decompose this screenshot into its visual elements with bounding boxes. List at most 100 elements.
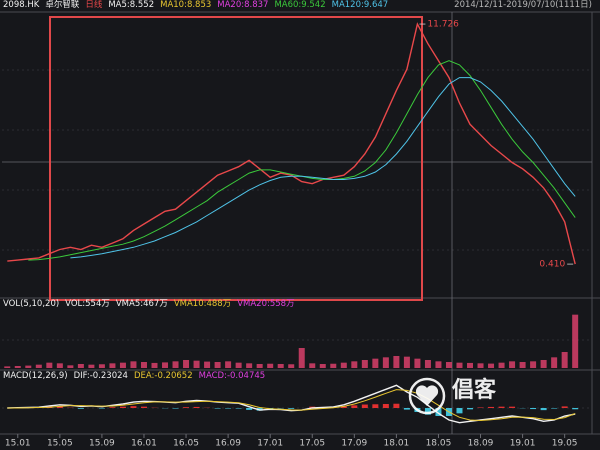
macd-bar — [214, 408, 221, 409]
volume-bar — [162, 362, 169, 368]
volume-bar — [4, 366, 11, 368]
volume-bar — [414, 358, 421, 368]
macd-bar — [225, 408, 232, 409]
x-tick-label: 16.01 — [131, 439, 157, 449]
macd-bar — [530, 408, 537, 410]
x-tick-label: 16.05 — [173, 439, 199, 449]
macd-bar — [509, 406, 516, 408]
volume-bar — [319, 364, 326, 368]
macd-bar — [172, 408, 179, 409]
annotation: 0.410 — [539, 260, 565, 270]
macd-bar — [246, 408, 253, 410]
volume-bar — [551, 357, 558, 368]
macd-bar — [572, 408, 579, 410]
macd-bar — [193, 406, 200, 408]
x-tick-label: 15.01 — [5, 439, 31, 449]
macd-bar — [119, 406, 126, 408]
volume-bar — [204, 361, 211, 368]
volume-bar — [351, 361, 358, 368]
x-tick-label: 18.05 — [426, 439, 452, 449]
volume-bar — [88, 364, 95, 368]
x-tick-label: 19.05 — [552, 439, 578, 449]
legend-entry: DIF:-0.23024 — [73, 371, 128, 381]
volume-bar — [498, 362, 505, 368]
volume-bar — [35, 364, 42, 368]
volume-bar — [424, 360, 431, 368]
x-tick-label: 18.09 — [468, 439, 494, 449]
volume-title: VOL(5,10,20) — [3, 299, 60, 309]
macd-bar — [77, 408, 84, 409]
volume-bar — [25, 365, 32, 368]
volume-bar — [445, 362, 452, 368]
volume-bar — [214, 362, 221, 368]
volume-bar — [340, 362, 347, 368]
macd-bar — [351, 405, 358, 408]
series-line — [7, 389, 576, 422]
volume-bar — [456, 362, 463, 368]
volume-bar — [77, 364, 84, 368]
stock-name: 卓尔智联 — [45, 0, 80, 10]
volume-bar — [151, 362, 158, 368]
plots: 11.726 0.410 15.01 15.05 15.09 16.01 16.05 16.0… — [4, 20, 579, 449]
volume-bar — [193, 360, 200, 368]
volume-bar — [361, 360, 368, 368]
volume-bar — [140, 362, 147, 368]
period: 日线 — [85, 0, 103, 10]
volume-bar — [382, 357, 389, 368]
volume-bar — [98, 364, 105, 368]
volume-bar — [330, 363, 337, 368]
x-tick-label: 17.05 — [299, 439, 325, 449]
volume-bar — [109, 363, 116, 368]
macd-bar — [235, 408, 242, 409]
volume-bar — [277, 364, 284, 368]
macd-bar — [551, 408, 558, 409]
legend-entry: DEA:-0.20652 — [133, 371, 193, 381]
volume-bar — [183, 360, 190, 368]
volume-bar — [298, 348, 305, 368]
legend-entry: MA10:8.853 — [160, 0, 212, 10]
x-tick-label: 15.05 — [47, 439, 73, 449]
volume-bar — [119, 362, 126, 368]
macd-bar — [130, 406, 137, 408]
macd-bar — [540, 408, 547, 411]
legend-entry: VMA10:488万 — [173, 299, 232, 309]
macd-bar — [456, 408, 463, 414]
volume-bar — [561, 352, 568, 368]
volume-bar — [172, 361, 179, 368]
volume-bar — [435, 361, 442, 368]
macd-bar — [488, 406, 495, 408]
watermark-text: 倡客 — [451, 377, 497, 403]
legend-entry: VOL:554万 — [65, 299, 110, 309]
x-tick-label: 16.09 — [215, 439, 241, 449]
legend-entry: MA120:9.647 — [331, 0, 389, 10]
macd-bar — [267, 408, 274, 409]
volume-bar — [288, 364, 295, 368]
macd-bar — [361, 404, 368, 408]
macd-bar — [256, 408, 263, 411]
macd-bar — [403, 408, 410, 410]
volume-bar — [309, 363, 316, 368]
macd-bar — [340, 406, 347, 408]
highlight-box — [49, 16, 423, 301]
volume-bar — [246, 363, 253, 368]
x-tick-label: 17.01 — [257, 439, 283, 449]
volume-bar — [372, 358, 379, 368]
legend-entry: MACD:-0.04745 — [198, 371, 266, 381]
macd-bar — [393, 403, 400, 408]
volume-bar — [14, 366, 21, 368]
macd-bar — [424, 408, 431, 415]
macd-title: MACD(12,26,9) — [3, 371, 68, 381]
header: 2098.HK 卓尔智联 日线 MA5:8.552 MA10:8.853 MA20:… — [3, 0, 388, 11]
volume-bar — [530, 361, 537, 368]
volume-bar — [540, 360, 547, 368]
x-tick-label: 15.09 — [89, 439, 115, 449]
macd-bar — [477, 407, 484, 408]
legend-entry: VMA20:558万 — [237, 299, 295, 309]
macd-bar — [561, 406, 568, 408]
legend-entry: VMA5:467万 — [115, 299, 168, 309]
watermark-ring — [408, 377, 446, 415]
volume-bar — [225, 361, 232, 368]
legend-entry: MA60:9.542 — [274, 0, 326, 10]
volume-bar — [488, 363, 495, 368]
